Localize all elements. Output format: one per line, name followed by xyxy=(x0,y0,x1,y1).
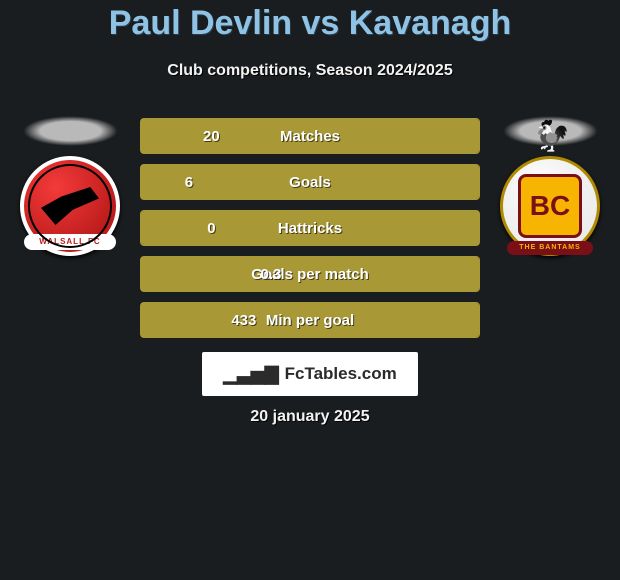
rooster-icon xyxy=(525,121,575,159)
player-left: WALSALL FC xyxy=(0,116,140,256)
club-badge-left: WALSALL FC xyxy=(20,156,120,256)
stat-value-right: 6 xyxy=(185,174,193,191)
stat-label: Goals xyxy=(289,174,331,191)
stat-row: Goals per match0.3 xyxy=(140,256,480,292)
page-subtitle: Club competitions, Season 2024/2025 xyxy=(0,62,620,80)
stat-value-right: 0 xyxy=(207,220,215,237)
fctables-link[interactable]: ▁▃▅▇ FcTables.com xyxy=(202,352,418,396)
stat-value-right: 433 xyxy=(231,312,256,329)
chart-icon: ▁▃▅▇ xyxy=(223,364,278,385)
stat-row: Goals 6 xyxy=(140,164,480,200)
stat-label: Min per goal xyxy=(266,312,354,329)
stats-panel: Matches 20 Goals 6 Hattricks 0 Goals per match… xyxy=(140,118,480,348)
stat-label: Matches xyxy=(280,128,340,145)
club-left-ribbon: WALSALL FC xyxy=(24,234,116,250)
stat-value-right: 20 xyxy=(203,128,220,145)
snapshot-date: 20 january 2025 xyxy=(0,408,620,426)
stat-row: Hattricks 0 xyxy=(140,210,480,246)
page-title: Paul Devlin vs Kavanagh xyxy=(0,4,620,43)
stat-row: Min per goal 433 xyxy=(140,302,480,338)
player-right: BC THE BANTAMS xyxy=(480,116,620,256)
stat-row: Matches 20 xyxy=(140,118,480,154)
stat-value-right: 0.3 xyxy=(261,266,282,283)
avatar-placeholder-left xyxy=(23,116,118,146)
watermark-text: FcTables.com xyxy=(285,364,397,384)
stat-label: Hattricks xyxy=(278,220,342,237)
swift-icon xyxy=(41,187,99,225)
club-right-initials: BC xyxy=(518,174,582,238)
club-badge-right: BC THE BANTAMS xyxy=(500,156,600,256)
club-right-ribbon: THE BANTAMS xyxy=(507,241,593,255)
comparison-card: Paul Devlin vs Kavanagh Club competition… xyxy=(0,0,620,580)
